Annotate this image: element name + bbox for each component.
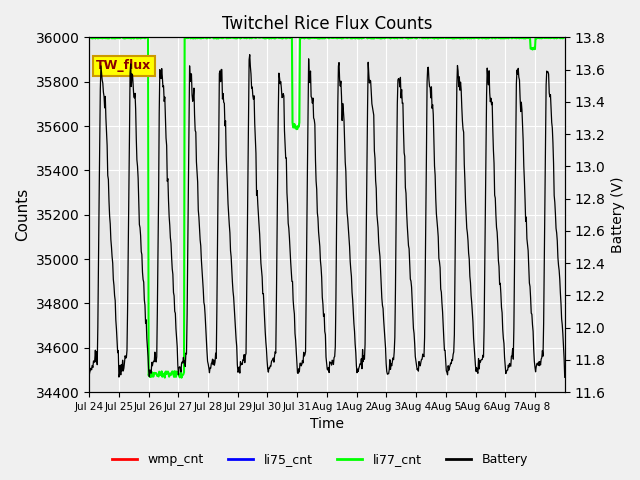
Title: Twitchel Rice Flux Counts: Twitchel Rice Flux Counts xyxy=(221,15,432,33)
Legend: wmp_cnt, li75_cnt, li77_cnt, Battery: wmp_cnt, li75_cnt, li77_cnt, Battery xyxy=(107,448,533,471)
X-axis label: Time: Time xyxy=(310,418,344,432)
Y-axis label: Counts: Counts xyxy=(15,188,30,241)
Text: TW_flux: TW_flux xyxy=(96,59,152,72)
Y-axis label: Battery (V): Battery (V) xyxy=(611,177,625,253)
